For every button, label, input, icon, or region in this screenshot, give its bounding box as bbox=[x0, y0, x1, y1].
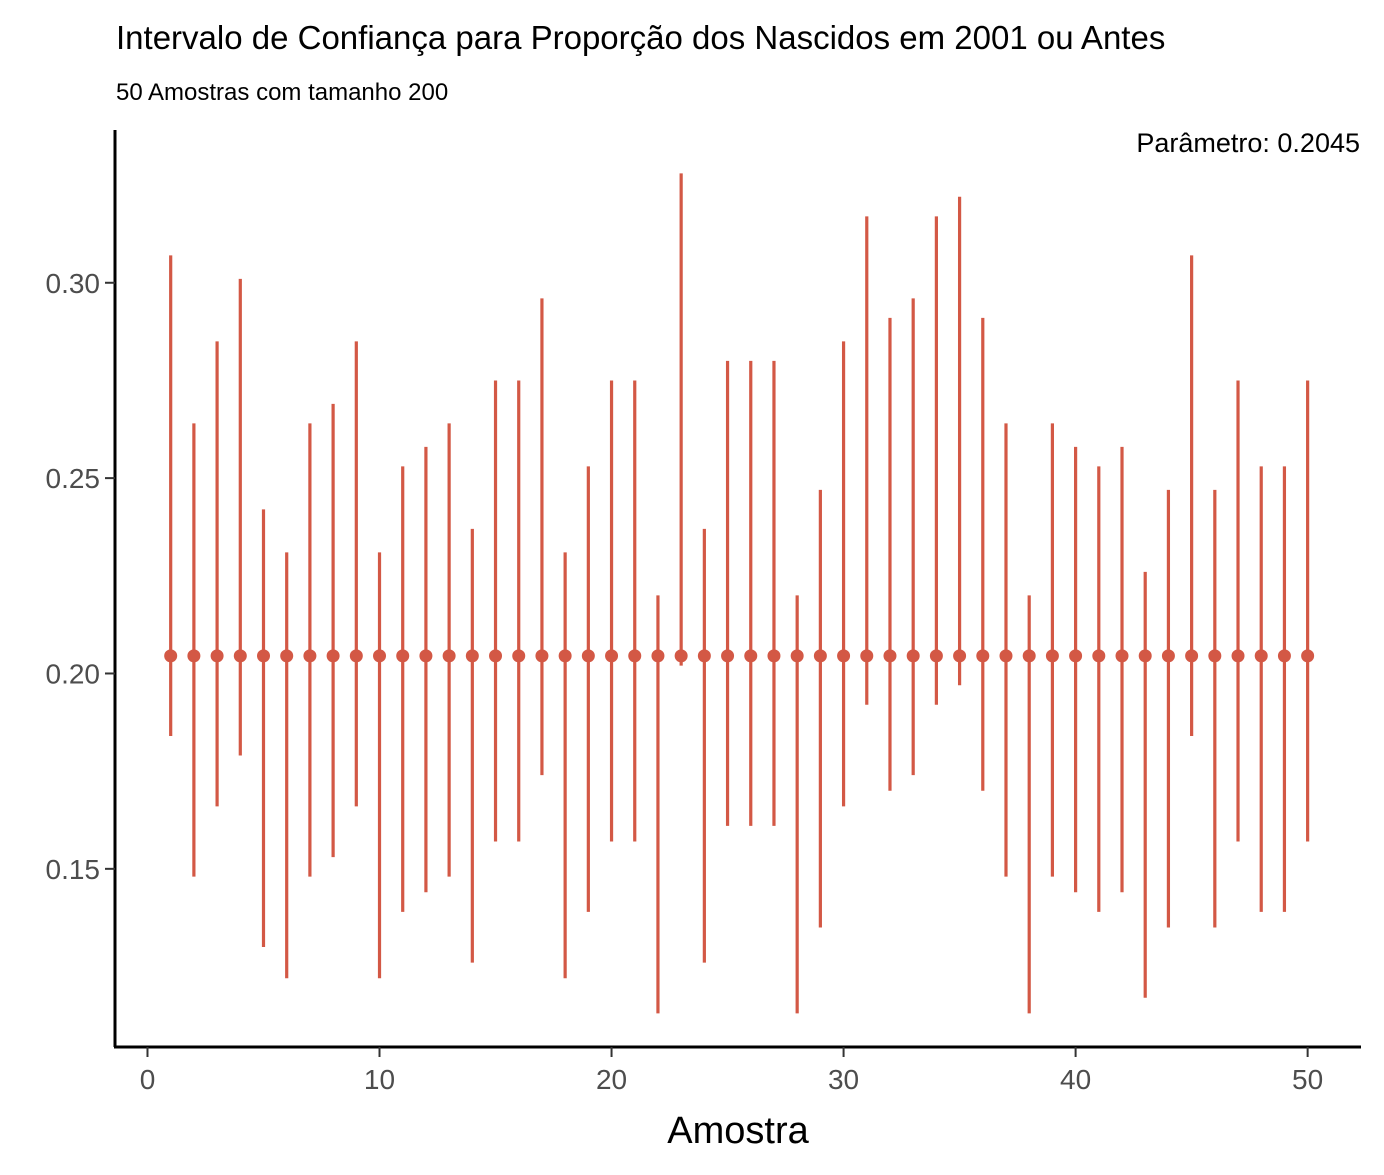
interval-point bbox=[1115, 649, 1129, 663]
x-tick-label: 40 bbox=[1060, 1064, 1091, 1095]
x-tick-label: 30 bbox=[828, 1064, 859, 1095]
interval-point bbox=[837, 649, 851, 663]
interval-point bbox=[419, 649, 433, 663]
x-axis-title: Amostra bbox=[667, 1110, 809, 1152]
interval-bars bbox=[169, 173, 1310, 1014]
interval-point bbox=[790, 649, 804, 663]
x-tick-label: 50 bbox=[1292, 1064, 1323, 1095]
interval-point bbox=[813, 649, 827, 663]
interval-point bbox=[164, 649, 178, 663]
interval-point bbox=[697, 649, 711, 663]
interval-point bbox=[767, 649, 781, 663]
x-tick-label: 20 bbox=[596, 1064, 627, 1095]
interval-point bbox=[1254, 649, 1268, 663]
interval-point bbox=[906, 649, 920, 663]
interval-point bbox=[280, 649, 294, 663]
chart-subtitle: 50 Amostras com tamanho 200 bbox=[116, 79, 448, 106]
interval-point bbox=[1092, 649, 1106, 663]
y-tick-label: 0.20 bbox=[46, 658, 101, 689]
interval-point bbox=[953, 649, 967, 663]
x-tick-label: 0 bbox=[140, 1064, 156, 1095]
interval-point bbox=[1045, 649, 1059, 663]
interval-point bbox=[535, 649, 549, 663]
interval-point bbox=[999, 649, 1013, 663]
interval-point bbox=[512, 649, 526, 663]
y-tick-label: 0.30 bbox=[46, 268, 101, 299]
y-tick-label: 0.15 bbox=[46, 854, 101, 885]
y-tick-label: 0.25 bbox=[46, 463, 101, 494]
interval-point bbox=[1138, 649, 1152, 663]
interval-point bbox=[303, 649, 317, 663]
interval-point bbox=[256, 649, 270, 663]
interval-point bbox=[1161, 649, 1175, 663]
interval-point bbox=[1301, 649, 1315, 663]
interval-point bbox=[442, 649, 456, 663]
chart-title: Intervalo de Confiança para Proporção do… bbox=[116, 19, 1165, 56]
interval-point bbox=[628, 649, 642, 663]
interval-point bbox=[326, 649, 340, 663]
x-axis-ticks: 0 10 20 30 40 50 bbox=[140, 1047, 1323, 1095]
interval-points bbox=[164, 649, 1315, 663]
interval-point bbox=[860, 649, 874, 663]
x-tick-label: 10 bbox=[364, 1064, 395, 1095]
interval-point bbox=[187, 649, 201, 663]
interval-point bbox=[1185, 649, 1199, 663]
interval-point bbox=[674, 649, 688, 663]
interval-point bbox=[744, 649, 758, 663]
interval-point bbox=[883, 649, 897, 663]
interval-point bbox=[396, 649, 410, 663]
y-axis-ticks: 0.15 0.20 0.25 0.30 bbox=[46, 268, 115, 885]
interval-point bbox=[721, 649, 735, 663]
interval-point bbox=[233, 649, 247, 663]
parameter-annotation: Parâmetro: 0.2045 bbox=[1136, 128, 1360, 158]
interval-point bbox=[349, 649, 363, 663]
interval-point bbox=[1069, 649, 1083, 663]
interval-point bbox=[210, 649, 224, 663]
interval-point bbox=[976, 649, 990, 663]
interval-point bbox=[651, 649, 665, 663]
interval-point bbox=[558, 649, 572, 663]
interval-point bbox=[929, 649, 943, 663]
interval-point bbox=[373, 649, 387, 663]
interval-point bbox=[1277, 649, 1291, 663]
interval-point bbox=[605, 649, 619, 663]
interval-point bbox=[465, 649, 479, 663]
interval-point bbox=[581, 649, 595, 663]
interval-point bbox=[489, 649, 503, 663]
interval-point bbox=[1208, 649, 1222, 663]
interval-point bbox=[1231, 649, 1245, 663]
interval-point bbox=[1022, 649, 1036, 663]
